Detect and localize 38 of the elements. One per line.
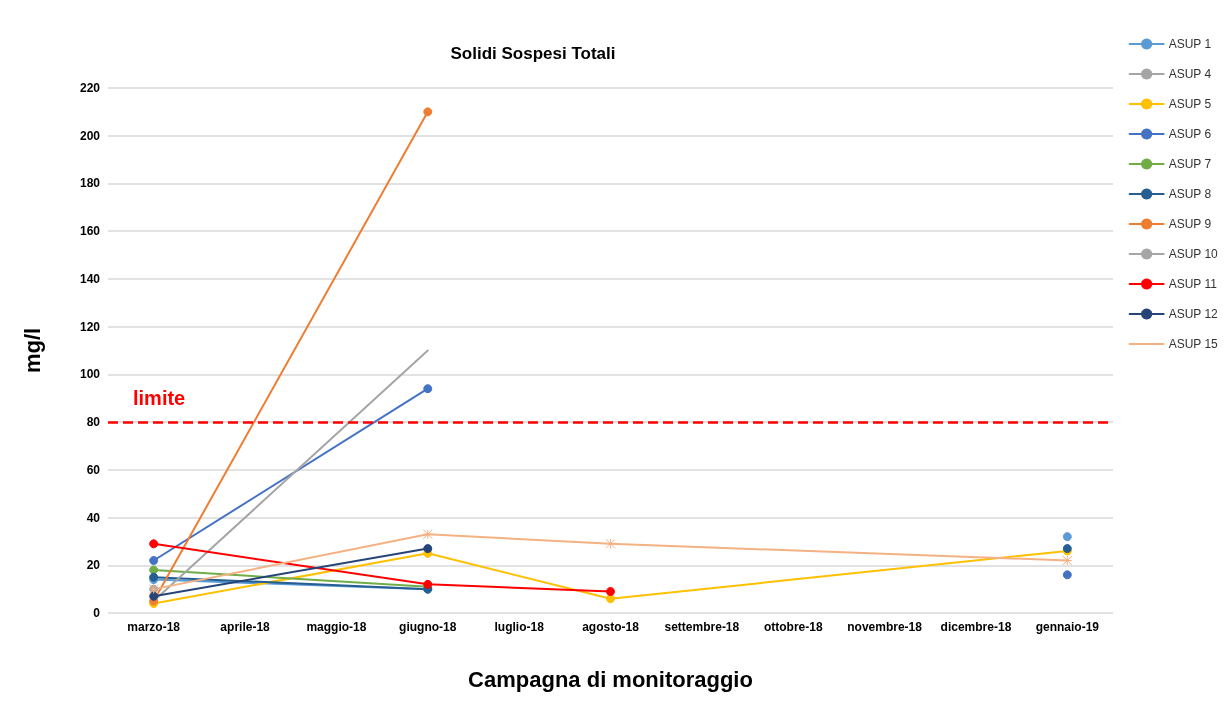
y-tick-label: 200 [79,128,101,143]
x-tick-label: agosto-18 [582,620,640,634]
y-tick-label: 100 [79,367,101,382]
y-tick-label: 120 [79,319,101,334]
legend-label: ASUP 9 [1168,217,1212,231]
x-tick-label: dicembre-18 [940,620,1012,634]
legend-label: ASUP 10 [1168,247,1219,261]
x-tick-label: ottobre-18 [763,620,823,634]
x-tick-label: novembre-18 [847,620,923,634]
x-tick-label: gennaio-19 [1035,620,1100,634]
x-tick-label: aprile-18 [220,620,271,634]
x-tick-label: giugno-18 [399,620,457,634]
legend-label: ASUP 11 [1168,277,1218,291]
y-tick-label: 20 [86,558,101,573]
y-tick-label: 0 [93,606,101,620]
ref-line-label: limite [133,387,186,410]
legend-label: ASUP 5 [1168,97,1212,111]
y-tick-label: 80 [86,415,101,430]
y-tick-label: 140 [79,271,101,286]
x-tick-label: settembre-18 [664,620,740,634]
legend-label: ASUP 15 [1168,337,1219,351]
legend-label: ASUP 12 [1168,307,1219,321]
legend-label: ASUP 4 [1168,67,1212,81]
x-axis-title: Campagna di monitoraggio [468,666,753,692]
legend-label: ASUP 8 [1168,187,1212,201]
y-tick-label: 220 [79,81,101,95]
y-tick-label: 160 [79,224,101,239]
y-tick-label: 180 [79,176,101,191]
x-tick-label: marzo-18 [127,620,181,634]
chart-title: Solidi Sospesi Totali [450,44,616,63]
y-tick-label: 60 [86,462,101,477]
legend-label: ASUP 1 [1168,37,1212,51]
y-tick-label: 40 [86,510,101,525]
x-tick-label: luglio-18 [494,620,545,634]
x-tick-label: maggio-18 [306,620,367,634]
legend-label: ASUP 7 [1168,157,1212,171]
y-axis-title: mg/l [19,327,45,374]
legend-label: ASUP 6 [1168,127,1212,141]
